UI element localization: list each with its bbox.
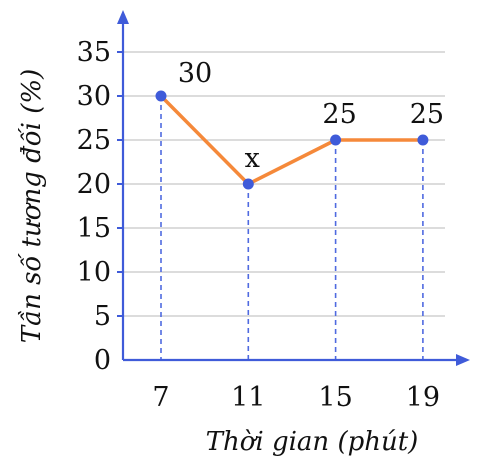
data-label-19: 25 xyxy=(410,99,444,130)
y-axis-arrow-icon xyxy=(117,10,129,24)
data-label-11: x xyxy=(245,143,260,174)
data-labels: 30 x 25 25 xyxy=(178,58,444,174)
x-axis-title: Thời gian (phút) xyxy=(206,427,419,457)
data-label-15: 25 xyxy=(322,99,356,130)
y-tick-label-10: 10 xyxy=(77,257,111,288)
x-ticks: 7 11 15 19 xyxy=(152,382,440,413)
x-tick-label-7: 7 xyxy=(152,382,169,413)
y-tick-label-30: 30 xyxy=(77,81,111,112)
y-tick-label-15: 15 xyxy=(77,213,111,244)
data-label-7: 30 xyxy=(178,58,212,89)
y-ticks: 0 5 10 15 20 25 30 35 xyxy=(77,37,123,376)
y-axis-title: Tần số tương đối (%) xyxy=(17,69,47,343)
series-line xyxy=(159,94,423,186)
y-tick-label-35: 35 xyxy=(77,37,111,68)
y-tick-label-0: 0 xyxy=(94,345,111,376)
x-tick-label-15: 15 xyxy=(318,382,352,413)
x-tick-label-11: 11 xyxy=(231,382,265,413)
data-points xyxy=(155,90,429,190)
grid-lines xyxy=(123,51,445,317)
data-point-15 xyxy=(330,134,342,146)
data-point-11 xyxy=(242,178,254,190)
data-point-19 xyxy=(417,134,429,146)
y-tick-label-20: 20 xyxy=(77,169,111,200)
x-axis-arrow-icon xyxy=(456,354,470,366)
y-tick-label-5: 5 xyxy=(94,301,111,332)
data-point-7 xyxy=(155,90,167,102)
y-tick-label-25: 25 xyxy=(77,125,111,156)
axes xyxy=(117,10,470,366)
x-tick-label-19: 19 xyxy=(406,382,440,413)
drop-lines xyxy=(160,96,424,360)
